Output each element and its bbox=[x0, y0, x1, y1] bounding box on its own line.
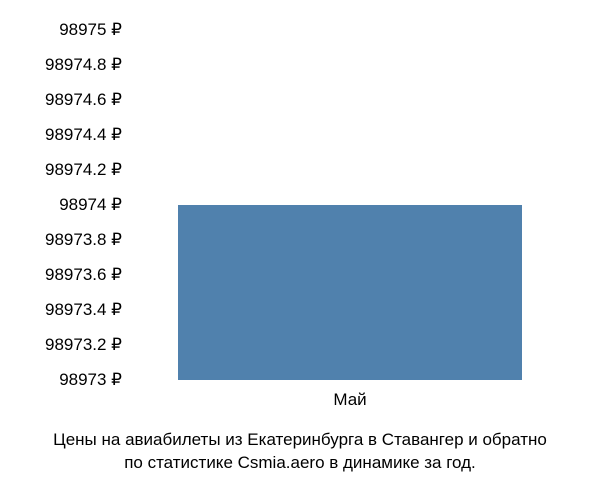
y-tick-label: 98974.6 ₽ bbox=[45, 90, 122, 110]
y-tick-label: 98974.8 ₽ bbox=[45, 55, 122, 75]
y-tick-label: 98973.2 ₽ bbox=[45, 335, 122, 355]
bar-chart: Цены на авиабилеты из Екатеринбурга в Ст… bbox=[0, 0, 600, 500]
y-tick-label: 98973.4 ₽ bbox=[45, 300, 122, 320]
y-tick-label: 98975 ₽ bbox=[59, 20, 122, 40]
x-tick-label: Май bbox=[333, 390, 366, 410]
caption-line-2: по статистике Csmia.aero в динамике за г… bbox=[0, 452, 600, 475]
y-tick-label: 98973 ₽ bbox=[59, 370, 122, 390]
y-tick-label: 98974 ₽ bbox=[59, 195, 122, 215]
y-tick-label: 98973.6 ₽ bbox=[45, 265, 122, 285]
y-tick-label: 98974.2 ₽ bbox=[45, 160, 122, 180]
y-tick-label: 98973.8 ₽ bbox=[45, 230, 122, 250]
bar bbox=[178, 205, 521, 380]
caption-line-1: Цены на авиабилеты из Екатеринбурга в Ст… bbox=[0, 429, 600, 452]
chart-caption: Цены на авиабилеты из Екатеринбурга в Ст… bbox=[0, 429, 600, 475]
y-tick-label: 98974.4 ₽ bbox=[45, 125, 122, 145]
